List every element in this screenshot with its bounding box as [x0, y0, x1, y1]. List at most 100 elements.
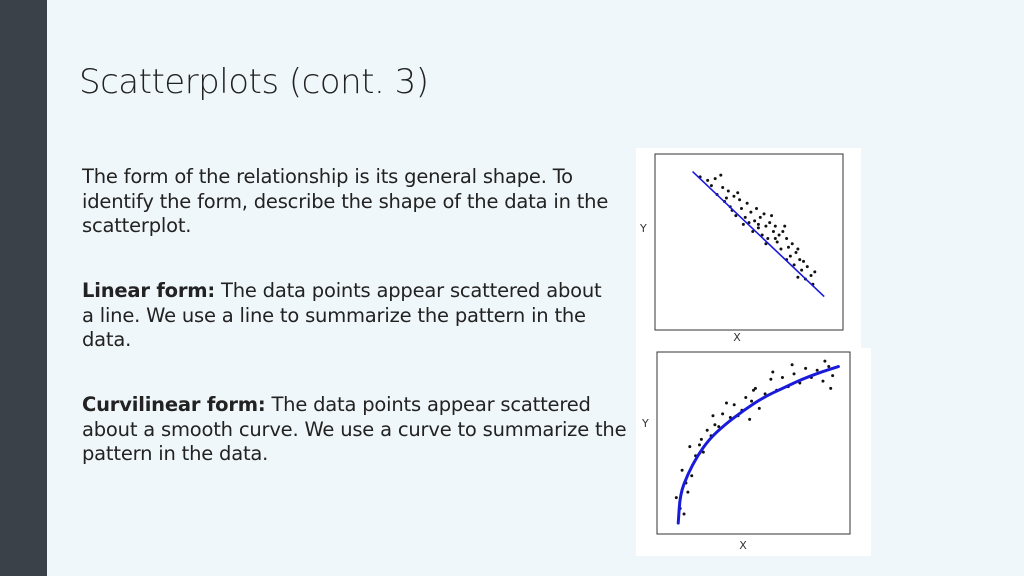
data-point	[827, 365, 831, 369]
data-point	[682, 512, 686, 516]
data-point	[794, 251, 798, 255]
data-point	[764, 224, 768, 228]
data-point	[771, 229, 775, 233]
data-point	[769, 377, 773, 381]
data-point	[738, 198, 742, 202]
data-point	[792, 372, 796, 376]
data-point	[785, 236, 789, 240]
data-point	[756, 226, 760, 230]
data-point	[711, 414, 715, 418]
data-point	[773, 224, 777, 228]
data-point	[757, 406, 761, 410]
data-point	[770, 214, 774, 218]
data-point	[756, 222, 760, 226]
plot-frame	[656, 351, 851, 535]
data-point	[732, 194, 736, 198]
data-point	[798, 258, 802, 262]
data-point	[753, 219, 757, 223]
data-point	[831, 374, 835, 378]
data-point	[781, 229, 785, 233]
data-point	[709, 184, 713, 188]
data-point	[724, 196, 728, 200]
left-accent-bar	[0, 0, 47, 576]
data-point	[758, 215, 762, 219]
data-point	[717, 425, 721, 429]
y-axis-label: Y	[641, 417, 649, 430]
data-point	[766, 236, 770, 240]
data-point	[713, 423, 717, 427]
data-point	[674, 496, 678, 500]
data-point	[804, 366, 808, 370]
data-point	[750, 399, 754, 403]
data-point	[777, 233, 781, 237]
data-point	[762, 212, 766, 216]
data-point	[726, 189, 730, 193]
data-point	[701, 450, 705, 454]
data-point	[775, 240, 779, 244]
data-point	[813, 270, 817, 274]
slide-title: Scatterplots (cont. 3)	[79, 62, 429, 102]
data-point	[823, 359, 827, 363]
y-axis-label: Y	[639, 222, 647, 235]
fit-curve	[676, 365, 840, 525]
data-point	[732, 403, 736, 407]
data-point	[748, 417, 752, 421]
data-point	[809, 273, 813, 277]
data-point	[690, 474, 694, 478]
data-point	[697, 443, 701, 447]
data-point	[686, 490, 690, 494]
data-point	[749, 210, 753, 214]
data-point	[745, 201, 749, 205]
data-point	[821, 379, 825, 383]
data-point	[802, 259, 806, 263]
data-point	[734, 214, 738, 218]
data-point	[788, 254, 792, 258]
intro-paragraph: The form of the relationship is its gene…	[82, 165, 609, 237]
linear-form-paragraph: Linear form: The data points appear scat…	[82, 279, 602, 353]
linear-form-label: Linear form:	[82, 279, 215, 302]
data-point	[790, 242, 794, 246]
data-point	[763, 392, 767, 396]
data-point	[773, 236, 777, 240]
data-point	[800, 268, 804, 272]
data-point	[705, 428, 709, 432]
fit-line	[692, 171, 825, 298]
data-point	[744, 396, 748, 399]
curvilinear-scatterplot: YX	[641, 351, 851, 552]
curvilinear-form-label: Curvilinear form:	[82, 393, 266, 416]
linear-form-text: The data points appear scattered about a…	[82, 279, 602, 351]
data-point	[796, 247, 800, 251]
data-point	[768, 221, 772, 225]
data-point	[783, 224, 787, 228]
data-point	[736, 191, 740, 195]
data-point	[753, 386, 757, 390]
curvilinear-form-paragraph: Curvilinear form: The data points appear…	[82, 393, 627, 467]
data-point	[706, 178, 710, 182]
data-point	[743, 215, 747, 219]
x-axis-label: X	[733, 331, 741, 344]
data-point	[786, 245, 790, 249]
linear-scatterplot: YX	[639, 153, 844, 344]
data-point	[755, 207, 759, 211]
data-point	[719, 173, 723, 177]
data-point	[792, 263, 796, 267]
x-axis-label: X	[739, 539, 747, 552]
data-point	[829, 386, 833, 390]
data-point	[752, 388, 755, 392]
data-point	[724, 401, 728, 405]
data-point	[688, 445, 692, 449]
data-point	[680, 468, 684, 472]
data-point	[699, 437, 703, 441]
data-point	[739, 207, 743, 211]
data-point	[780, 375, 784, 379]
curvilinear-form-text: The data points appear scattered about a…	[82, 393, 627, 465]
data-point	[771, 370, 775, 374]
data-point	[751, 229, 755, 233]
data-point	[815, 368, 819, 372]
data-point	[741, 222, 745, 226]
data-point	[721, 412, 725, 416]
data-point	[805, 265, 809, 269]
data-point	[721, 185, 725, 189]
